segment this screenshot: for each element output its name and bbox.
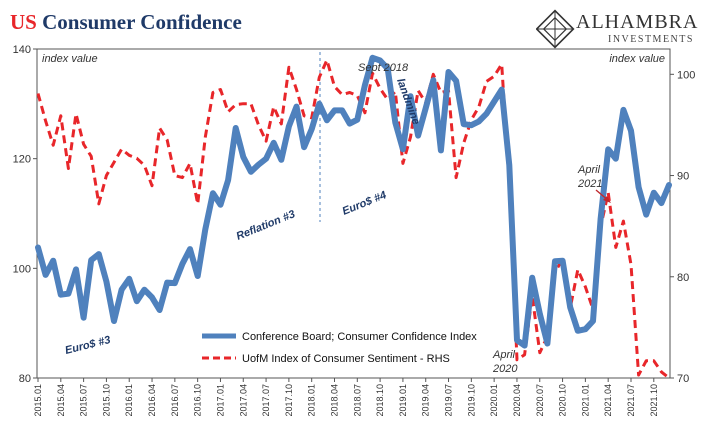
april-2021-arrowhead bbox=[603, 196, 611, 203]
x-tick-label: 2018.01 bbox=[307, 384, 317, 417]
right-axis-ticks: 70 80 90 100 bbox=[670, 69, 695, 385]
x-axis-ticks: 2015.01 2015.04 2015.07 2015.10 2016.01 2016.… bbox=[33, 378, 659, 417]
x-tick-label: 2021.01 bbox=[580, 384, 590, 417]
annotation-eurodollar-4: Euro$ #4 bbox=[341, 189, 389, 218]
x-tick-label: 2017.04 bbox=[238, 384, 248, 417]
right-tick-label: 90 bbox=[677, 171, 689, 183]
annotation-april-2020-year: 2020 bbox=[492, 363, 518, 375]
x-tick-label: 2019.01 bbox=[398, 384, 408, 417]
alhambra-logo-icon bbox=[536, 9, 575, 49]
right-tick-label: 100 bbox=[677, 69, 695, 81]
left-axis-label: index value bbox=[42, 53, 98, 65]
x-tick-label: 2015.07 bbox=[79, 384, 89, 417]
x-tick-label: 2016.07 bbox=[170, 384, 180, 417]
x-tick-label: 2019.04 bbox=[421, 384, 431, 417]
left-tick-label: 100 bbox=[13, 263, 31, 275]
x-tick-label: 2017.01 bbox=[215, 384, 225, 417]
x-tick-label: 2021.04 bbox=[603, 384, 613, 417]
legend: Conference Board; Consumer Confidence In… bbox=[202, 331, 477, 365]
x-tick-label: 2018.07 bbox=[352, 384, 362, 417]
x-tick-label: 2018.10 bbox=[375, 384, 385, 417]
brand-subtitle: INVESTMENTS bbox=[608, 34, 694, 45]
x-tick-label: 2015.04 bbox=[56, 384, 66, 417]
annotation-landmine: landmine bbox=[394, 77, 422, 126]
x-tick-label: 2020.10 bbox=[558, 384, 568, 417]
x-tick-label: 2021.07 bbox=[626, 384, 636, 417]
right-axis-label: index value bbox=[609, 53, 665, 65]
x-tick-label: 2019.07 bbox=[444, 384, 454, 417]
legend-label-conference-board: Conference Board; Consumer Confidence In… bbox=[242, 331, 477, 343]
annotation-reflation-3: Reflation #3 bbox=[235, 208, 297, 242]
right-tick-label: 80 bbox=[677, 272, 689, 284]
title-rest: Consumer Confidence bbox=[42, 10, 242, 34]
x-tick-label: 2020.07 bbox=[535, 384, 545, 417]
left-tick-label: 140 bbox=[13, 44, 31, 56]
right-tick-label: 70 bbox=[677, 373, 689, 385]
annotation-april-2021-year: 2021 bbox=[577, 178, 602, 190]
x-tick-label: 2020.04 bbox=[512, 384, 522, 417]
brand-name: ALHAMBRA bbox=[576, 11, 699, 33]
x-tick-label: 2020.01 bbox=[489, 384, 499, 417]
x-tick-label: 2016.01 bbox=[124, 384, 134, 417]
x-tick-label: 2015.01 bbox=[33, 384, 43, 417]
x-tick-label: 2015.10 bbox=[101, 384, 111, 417]
left-tick-label: 120 bbox=[13, 154, 31, 166]
plot-area bbox=[36, 48, 671, 379]
chart-title: US Consumer Confidence bbox=[10, 10, 242, 35]
series-line-conference-board bbox=[35, 54, 672, 349]
x-tick-label: 2019.10 bbox=[466, 384, 476, 417]
annotation-eurodollar-3: Euro$ #3 bbox=[64, 334, 112, 357]
annotation-april-2020-month: April bbox=[492, 349, 516, 361]
x-tick-label: 2016.04 bbox=[147, 384, 157, 417]
left-axis-ticks: 80 100 120 140 bbox=[13, 44, 37, 385]
x-tick-label: 2018.04 bbox=[329, 384, 339, 417]
annotation-sept-2018: Sept 2018 bbox=[358, 62, 409, 74]
left-tick-label: 80 bbox=[19, 373, 31, 385]
x-tick-label: 2021.10 bbox=[649, 384, 659, 417]
legend-label-uofm: UofM Index of Consumer Sentiment - RHS bbox=[242, 353, 450, 365]
x-tick-label: 2017.10 bbox=[284, 384, 294, 417]
title-prefix: US bbox=[10, 10, 37, 34]
annotation-april-2021-month: April bbox=[577, 164, 601, 176]
x-tick-label: 2016.10 bbox=[193, 384, 203, 417]
x-tick-label: 2017.07 bbox=[261, 384, 271, 417]
